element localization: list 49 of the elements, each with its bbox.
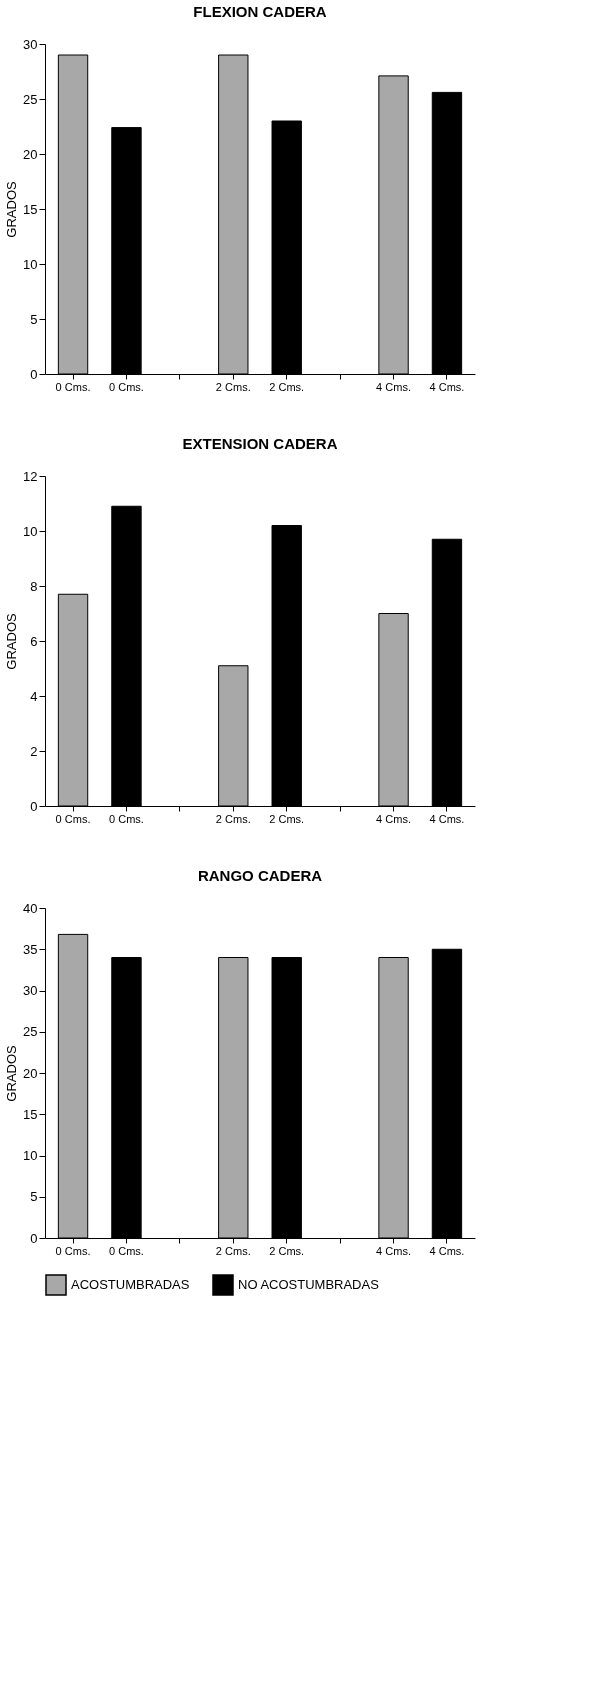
legend-label: NO ACOSTUMBRADAS — [238, 1277, 380, 1292]
x-tick-label: 4 Cms. — [429, 1244, 465, 1257]
x-tick-label: 4 Cms. — [376, 1244, 411, 1257]
y-tick-label: 15 — [23, 201, 38, 217]
x-tick-label: 2 Cms. — [269, 380, 305, 393]
y-tick-label: 2 — [30, 743, 38, 759]
x-tick-label: 0 Cms. — [55, 380, 91, 393]
y-tick-label: 12 — [23, 468, 38, 484]
y-tick-label: 0 — [30, 1230, 38, 1246]
y-tick-label: 5 — [30, 1189, 38, 1205]
y-tick-label: 40 — [23, 900, 38, 916]
y-tick-label: 20 — [23, 146, 38, 162]
x-tick-label: 2 Cms. — [215, 1244, 251, 1257]
y-axis-title: GRADOS — [4, 1045, 20, 1102]
y-tick-label: 35 — [23, 941, 38, 957]
y-tick-label: 8 — [30, 578, 38, 594]
chart-title: EXTENSION CADERA — [182, 435, 338, 452]
y-axis-title: GRADOS — [4, 613, 20, 670]
x-tick-label: 2 Cms. — [269, 812, 305, 825]
x-tick-label: 2 Cms. — [215, 812, 251, 825]
y-tick-label: 5 — [30, 311, 38, 327]
chart-title: RANGO CADERA — [197, 867, 323, 884]
x-tick-label: 0 Cms. — [109, 1244, 144, 1257]
y-tick-label: 10 — [23, 1148, 38, 1163]
x-tick-label: 0 Cms. — [55, 1244, 91, 1257]
x-tick-label: 4 Cms. — [429, 380, 465, 393]
y-tick-label: 15 — [23, 1106, 38, 1122]
y-tick-label: 0 — [30, 366, 38, 382]
x-tick-label: 4 Cms. — [376, 812, 411, 825]
x-tick-label: 0 Cms. — [109, 812, 144, 825]
y-tick-label: 6 — [30, 633, 38, 649]
x-tick-label: 4 Cms. — [429, 812, 465, 825]
x-tick-label: 0 Cms. — [109, 380, 144, 393]
y-tick-label: 10 — [23, 256, 38, 272]
legend-label: ACOSTUMBRADAS — [71, 1277, 190, 1292]
y-tick-label: 20 — [23, 1065, 38, 1081]
y-tick-label: 25 — [23, 1024, 38, 1040]
y-tick-label: 30 — [23, 983, 38, 998]
y-axis-title: GRADOS — [4, 181, 20, 238]
y-tick-label: 4 — [30, 688, 38, 704]
chart-title: FLEXION CADERA — [193, 3, 327, 20]
y-tick-label: 30 — [23, 36, 38, 52]
y-tick-label: 10 — [23, 523, 38, 539]
x-tick-label: 2 Cms. — [215, 380, 251, 393]
y-tick-label: 0 — [30, 798, 38, 814]
x-tick-label: 0 Cms. — [55, 812, 91, 825]
x-tick-label: 4 Cms. — [376, 380, 411, 393]
x-tick-label: 2 Cms. — [269, 1244, 305, 1257]
y-tick-label: 25 — [23, 91, 38, 107]
